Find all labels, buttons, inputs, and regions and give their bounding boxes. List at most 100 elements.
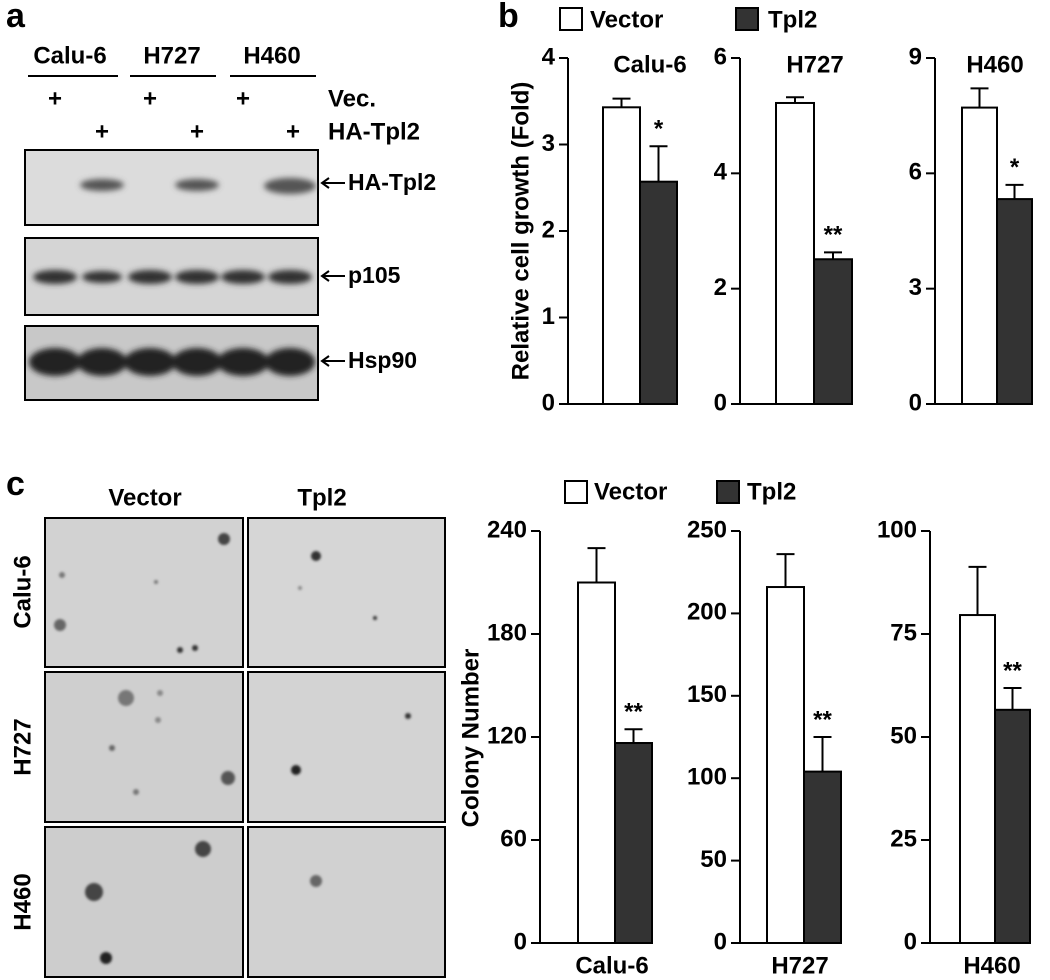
y-tick-label: 150 <box>687 681 727 708</box>
y-tick-label: 60 <box>500 825 527 852</box>
bands <box>29 348 315 376</box>
cell-line-label: H727 <box>143 42 200 69</box>
lane-mark: + <box>143 85 157 112</box>
bands <box>80 178 316 194</box>
legend-label: Tpl2 <box>747 478 796 505</box>
western-blot: Calu-6 H727 H460 + + + Vec. + + + HA-Tpl… <box>24 42 436 401</box>
error-bar <box>612 97 631 108</box>
x-axis-label: H460 <box>963 952 1020 979</box>
legend-swatch <box>559 7 583 31</box>
column-label: Tpl2 <box>297 484 346 511</box>
error-bar <box>1005 183 1024 200</box>
error-bar <box>776 553 795 588</box>
legend-swatch <box>735 7 759 31</box>
y-tick-label: 6 <box>714 43 727 70</box>
y-tick-label: 0 <box>514 928 527 955</box>
y-tick-label: 0 <box>714 389 727 416</box>
y-tick-label: 100 <box>687 764 727 791</box>
error-bar <box>970 87 989 108</box>
y-axis-label: Relative cell growth (Fold) <box>507 82 534 381</box>
legend-swatch <box>716 480 740 504</box>
error-bar <box>649 145 668 182</box>
bar <box>961 106 998 406</box>
lane-mark: + <box>95 118 109 145</box>
row-label: H727 <box>9 718 36 775</box>
bar <box>813 258 853 405</box>
y-tick-label: 180 <box>487 619 527 646</box>
row-label: H460 <box>9 873 36 930</box>
error-bar <box>824 251 842 260</box>
y-tick-label: 50 <box>890 722 917 749</box>
significance: ** <box>824 222 843 249</box>
significance: ** <box>624 699 643 726</box>
y-tick-label: 4 <box>714 159 728 186</box>
chart-title: Calu-6 <box>613 51 686 78</box>
significance: * <box>654 116 664 143</box>
legend-swatch <box>564 480 588 504</box>
legend-label: Vector <box>590 6 663 33</box>
error-bar <box>587 547 606 583</box>
y-tick-label: 2 <box>542 216 555 243</box>
bar <box>639 180 678 405</box>
significance: ** <box>813 706 832 733</box>
bar <box>766 586 805 944</box>
y-tick-label: 0 <box>904 928 917 955</box>
chart-title: H727 <box>786 51 843 78</box>
cell-line-label: Calu-6 <box>33 42 106 69</box>
bar <box>775 101 815 405</box>
y-tick-label: 0 <box>542 389 555 416</box>
micrographs: Vector Tpl2 Calu-6 H727 H460 <box>9 484 446 978</box>
y-tick-label: 25 <box>890 825 917 852</box>
bar <box>959 614 996 944</box>
error-bar <box>968 565 987 616</box>
x-axis-label: H727 <box>771 952 828 979</box>
y-tick-label: 50 <box>700 846 727 873</box>
bar <box>614 742 653 945</box>
panel-label: c <box>6 465 25 503</box>
arrows <box>320 177 345 367</box>
legend: Vector Tpl2 <box>559 6 817 33</box>
chart-title: H460 <box>966 51 1023 78</box>
bar <box>994 708 1031 944</box>
y-tick-label: 0 <box>714 928 727 955</box>
row-label: Vec. <box>328 85 376 112</box>
lane-mark: + <box>48 85 62 112</box>
bar <box>602 106 641 406</box>
panel-label: b <box>498 0 519 35</box>
x-axis-label: Calu-6 <box>575 952 648 979</box>
y-tick-label: 200 <box>687 599 727 626</box>
error-bar <box>1003 686 1022 710</box>
y-tick-label: 3 <box>542 130 555 157</box>
y-tick-label: 3 <box>909 274 922 301</box>
y-tick-label: 250 <box>687 516 727 543</box>
bar <box>577 581 616 944</box>
y-axis-label: Colony Number <box>457 649 484 828</box>
band-label: p105 <box>348 262 401 288</box>
lane-mark: + <box>286 118 300 145</box>
cell-line-label: H460 <box>243 42 300 69</box>
column-label: Vector <box>108 484 181 511</box>
bar <box>803 770 842 944</box>
y-tick-label: 75 <box>890 619 917 646</box>
y-tick-label: 100 <box>877 516 917 543</box>
y-tick-label: 120 <box>487 722 527 749</box>
y-tick-label: 2 <box>714 274 727 301</box>
y-tick-label: 1 <box>542 303 555 330</box>
y-tick-label: 4 <box>542 43 556 70</box>
y-tick-label: 0 <box>909 389 922 416</box>
panel-label: a <box>6 0 26 35</box>
error-bar <box>786 96 804 103</box>
y-tick-label: 9 <box>909 43 922 70</box>
lane-mark: + <box>236 85 250 112</box>
legend-label: Vector <box>594 478 667 505</box>
error-bar <box>624 728 643 744</box>
legend-label: Tpl2 <box>768 6 817 33</box>
bands <box>33 270 312 284</box>
significance: ** <box>1003 657 1022 684</box>
bar <box>996 198 1033 405</box>
colonies <box>54 533 411 964</box>
lane-mark: + <box>190 118 204 145</box>
legend: Vector Tpl2 <box>564 478 796 505</box>
band-label: HA-Tpl2 <box>348 169 436 195</box>
